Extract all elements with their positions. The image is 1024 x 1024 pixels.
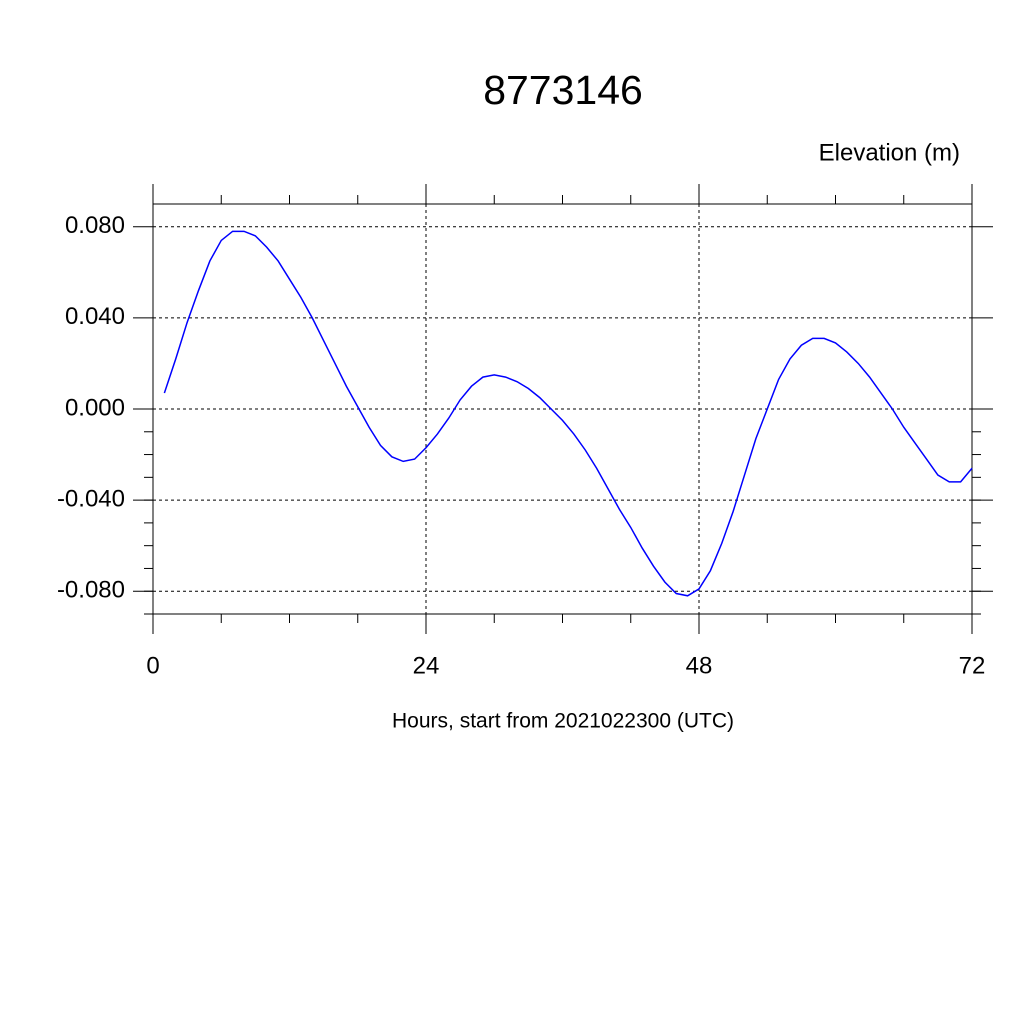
plot-frame: [152, 203, 973, 615]
y-tick-label: -0.080: [57, 577, 125, 604]
chart-title: 8773146: [483, 67, 643, 113]
data-line: [163, 230, 973, 597]
y-tick-label: 0.000: [65, 394, 125, 421]
y-axis-label: Elevation (m): [819, 139, 960, 166]
x-tick-label: 0: [146, 652, 159, 679]
x-axis-label: Hours, start from 2021022300 (UTC): [392, 710, 734, 733]
y-tick-label: -0.040: [57, 485, 125, 512]
x-tick-label: 48: [686, 652, 713, 679]
y-tick-label: 0.080: [65, 212, 125, 239]
y-tick-label: 0.040: [65, 303, 125, 330]
x-tick-label: 72: [959, 652, 986, 679]
x-tick-label: 24: [413, 652, 440, 679]
